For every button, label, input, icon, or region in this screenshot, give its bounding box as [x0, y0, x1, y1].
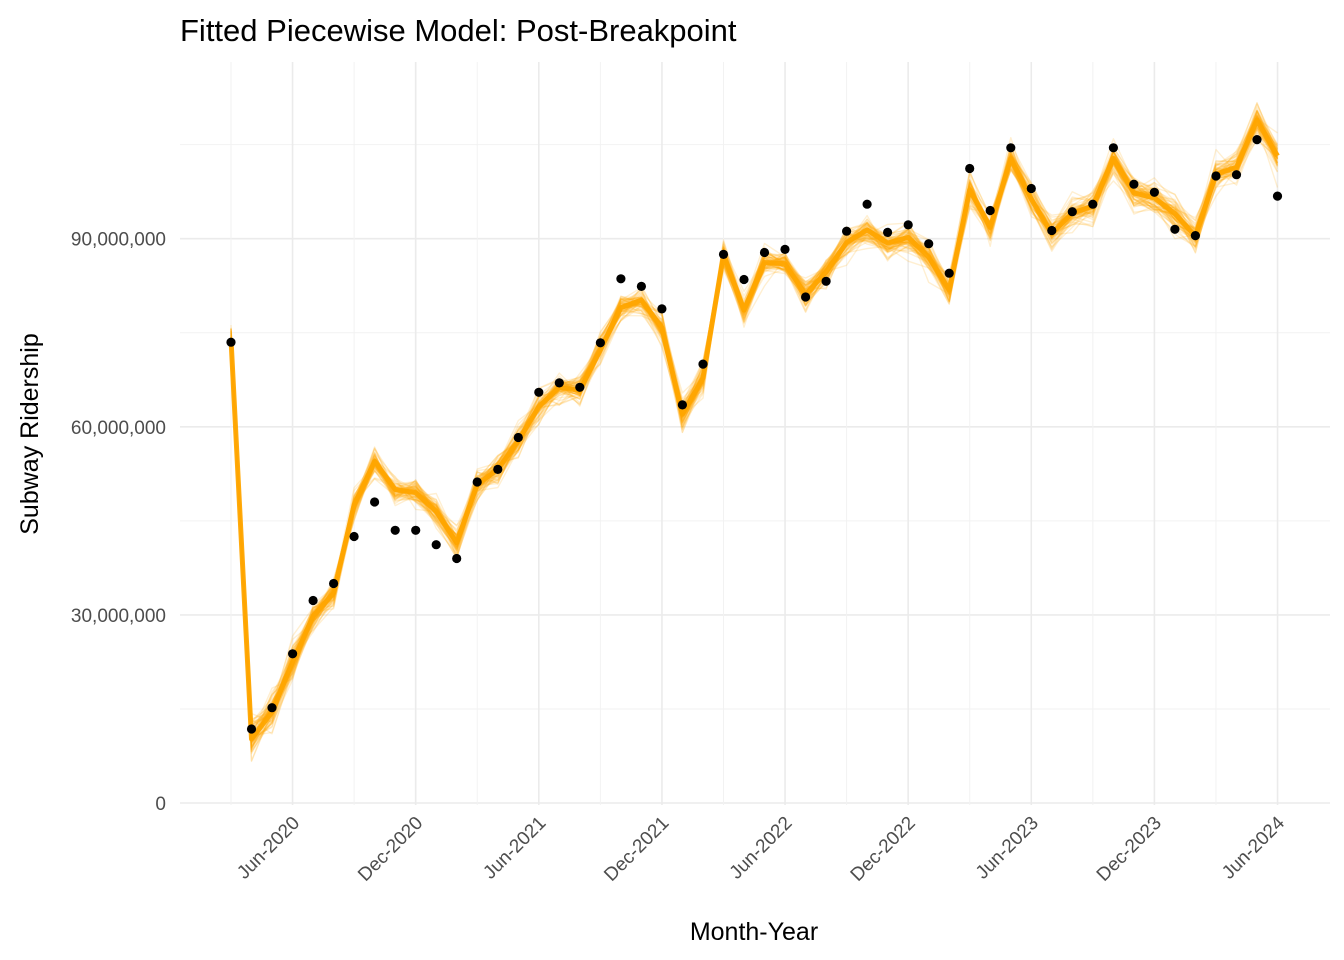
observed-point	[1190, 231, 1200, 241]
observed-point	[759, 247, 770, 258]
fitted-draw-line	[230, 135, 1279, 723]
observed-point	[657, 304, 667, 314]
y-tick-label: 90,000,000	[71, 230, 166, 251]
observed-point	[698, 359, 708, 369]
fitted-draw-line	[230, 117, 1278, 720]
y-tick-label: 60,000,000	[71, 418, 166, 439]
observed-point	[1047, 225, 1057, 236]
observed-point	[1088, 199, 1098, 209]
observed-point	[226, 337, 236, 347]
observed-point	[308, 595, 318, 606]
observed-point	[718, 249, 729, 259]
observed-point	[965, 163, 975, 174]
observed-point	[554, 378, 564, 388]
observed-point	[616, 274, 626, 284]
y-tick-label: 0	[155, 794, 166, 815]
fitted-draw-line	[230, 116, 1279, 744]
x-axis-title: Month-Year	[690, 918, 818, 946]
observed-point	[636, 281, 647, 291]
observed-point	[883, 227, 893, 237]
observed-point	[1211, 171, 1221, 181]
observed-point	[288, 649, 298, 659]
observed-point	[431, 540, 441, 550]
observed-point	[349, 531, 359, 542]
observed-point	[944, 268, 954, 278]
observed-point	[595, 338, 606, 348]
gridlines	[180, 62, 1330, 805]
fitted-draw-line	[230, 123, 1279, 736]
fitted-lines	[228, 101, 1280, 763]
observed-point	[1108, 143, 1118, 153]
observed-point	[739, 274, 749, 285]
observed-point	[390, 525, 400, 535]
observed-point	[1272, 191, 1283, 201]
observed-point	[1231, 170, 1242, 180]
observed-point	[1129, 179, 1139, 189]
observed-point	[780, 244, 790, 254]
observed-point	[821, 276, 831, 286]
observed-point	[1026, 183, 1036, 194]
observed-point	[452, 553, 462, 564]
observed-point	[903, 220, 913, 230]
y-tick-label: 30,000,000	[71, 606, 166, 627]
observed-point	[985, 205, 995, 216]
observed-point	[493, 464, 503, 474]
observed-point	[267, 703, 277, 713]
y-axis-title: Subway Ridership	[16, 333, 44, 535]
observed-point	[534, 387, 544, 397]
observed-point	[472, 477, 482, 487]
observed-point	[246, 724, 257, 734]
observed-point	[1006, 143, 1016, 153]
observed-point	[924, 239, 934, 249]
observed-point	[1067, 207, 1077, 217]
fitted-mean-line	[228, 117, 1280, 742]
observed-point	[329, 578, 339, 589]
observed-point	[801, 292, 811, 302]
observed-point	[862, 199, 872, 209]
chart-title: Fitted Piecewise Model: Post-Breakpoint	[180, 13, 737, 48]
observed-point	[1252, 135, 1262, 145]
observed-points	[226, 135, 1283, 734]
y-axis-ticks: 0 30,000,000 60,000,000 90,000,000	[71, 230, 166, 815]
observed-point	[677, 400, 688, 410]
observed-point	[1149, 187, 1159, 197]
observed-point	[842, 226, 852, 236]
observed-point	[513, 432, 523, 443]
observed-point	[1170, 224, 1180, 234]
observed-point	[411, 525, 421, 535]
observed-point	[370, 497, 380, 507]
observed-point	[575, 382, 585, 392]
